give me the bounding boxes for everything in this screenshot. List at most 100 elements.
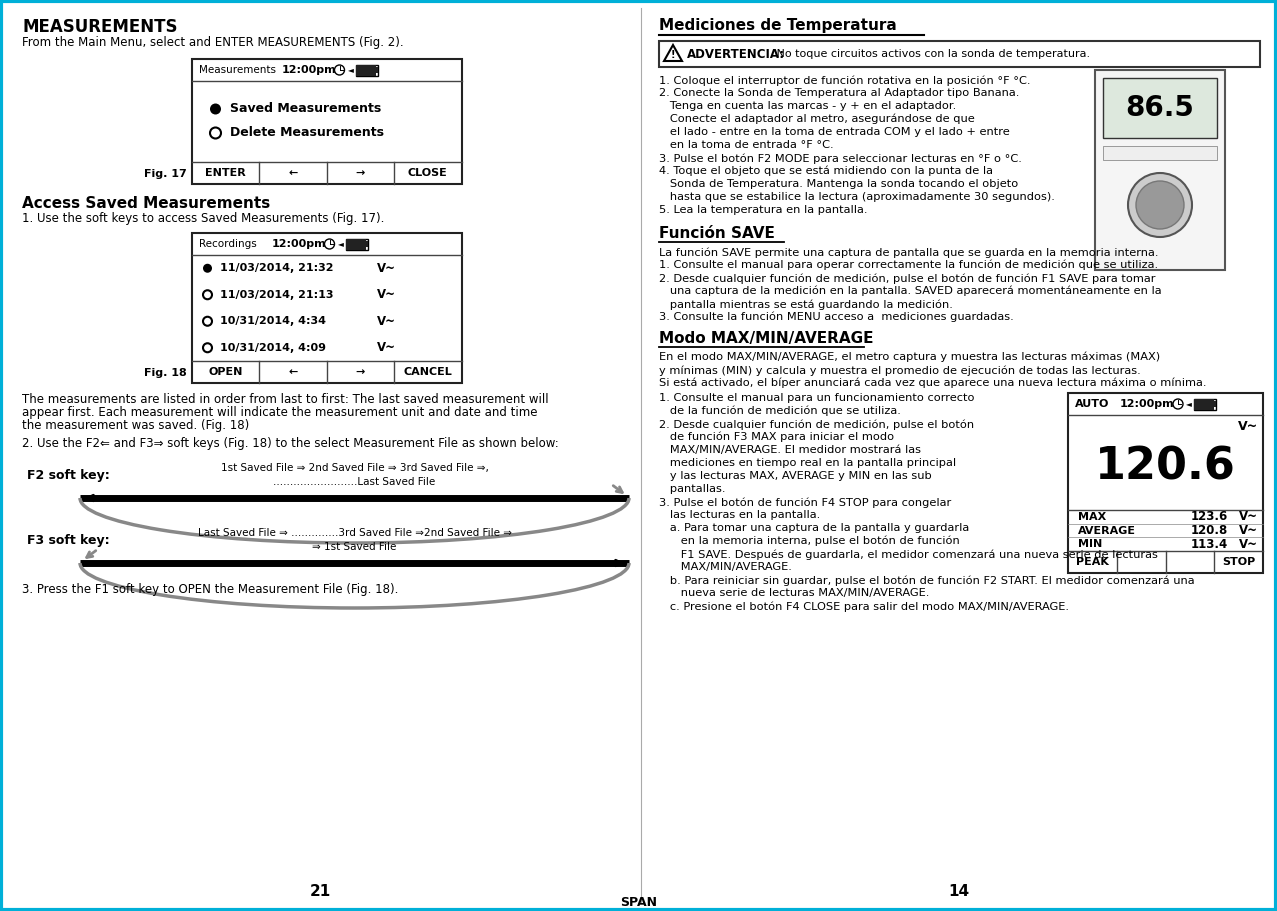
Text: 10/31/2014, 4:34: 10/31/2014, 4:34: [220, 316, 326, 326]
Text: .........................Last Saved File: .........................Last Saved File: [273, 477, 435, 487]
Bar: [1068, 393, 1263, 573]
Text: Saved Measurements: Saved Measurements: [230, 103, 381, 116]
Text: CANCEL: CANCEL: [404, 367, 452, 377]
Text: The measurements are listed in order from last to first: The last saved measurem: The measurements are listed in order fro…: [22, 393, 549, 406]
Text: pantallas.: pantallas.: [659, 484, 725, 494]
Text: en la memoria interna, pulse el botón de función: en la memoria interna, pulse el botón de…: [659, 536, 960, 547]
Text: F3 soft key:: F3 soft key:: [27, 534, 110, 547]
Text: 4. Toque el objeto que se está midiendo con la punta de la: 4. Toque el objeto que se está midiendo …: [659, 166, 994, 177]
Text: 11/03/2014, 21:32: 11/03/2014, 21:32: [220, 263, 333, 273]
Text: V~: V~: [377, 314, 396, 328]
Text: 3. Press the F1 soft key to OPEN the Measurement File (Fig. 18).: 3. Press the F1 soft key to OPEN the Mea…: [22, 583, 398, 596]
Text: c. Presione el botón F4 CLOSE para salir del modo MAX/MIN/AVERAGE.: c. Presione el botón F4 CLOSE para salir…: [659, 601, 1069, 611]
Text: Conecte el adaptador al metro, asegurándose de que: Conecte el adaptador al metro, aseguránd…: [659, 114, 974, 125]
Circle shape: [324, 239, 335, 249]
Text: en la toma de entrada °F °C.: en la toma de entrada °F °C.: [659, 140, 834, 150]
Bar: [1214, 401, 1216, 407]
Bar: [355, 65, 378, 76]
Text: →: →: [355, 168, 365, 178]
Bar: [1194, 398, 1214, 410]
Text: pantalla mientras se está guardando la medición.: pantalla mientras se está guardando la m…: [659, 299, 953, 310]
Text: MIN: MIN: [1078, 539, 1102, 549]
Text: Fig. 17: Fig. 17: [144, 169, 186, 179]
Text: de función F3 MAX para iniciar el modo: de función F3 MAX para iniciar el modo: [659, 432, 894, 443]
Text: No toque circuitos activos con la sonda de temperatura.: No toque circuitos activos con la sonda …: [773, 49, 1091, 59]
Text: ◄: ◄: [1186, 400, 1191, 408]
Text: Fig. 18: Fig. 18: [144, 368, 186, 378]
Text: !: !: [670, 50, 676, 60]
Circle shape: [209, 104, 221, 115]
Text: el lado - entre en la toma de entrada COM y el lado + entre: el lado - entre en la toma de entrada CO…: [659, 127, 1010, 137]
Text: 113.4: 113.4: [1190, 537, 1228, 550]
Text: 14: 14: [949, 884, 969, 898]
Text: 2. Use the F2⇐ and F3⇒ soft keys (Fig. 18) to the select Measurement File as sho: 2. Use the F2⇐ and F3⇒ soft keys (Fig. 1…: [22, 437, 559, 450]
Text: Delete Measurements: Delete Measurements: [230, 127, 383, 139]
Text: V~: V~: [377, 288, 396, 302]
Text: La función SAVE permite una captura de pantalla que se guarda en la memoria inte: La función SAVE permite una captura de p…: [659, 247, 1158, 258]
Text: ←: ←: [289, 168, 298, 178]
Text: 2. Desde cualquier función de medición, pulse el botón de función F1 SAVE para t: 2. Desde cualquier función de medición, …: [659, 273, 1156, 283]
Text: SPAN: SPAN: [621, 896, 656, 909]
Circle shape: [203, 264, 212, 272]
Text: From the Main Menu, select and ENTER MEASUREMENTS (Fig. 2).: From the Main Menu, select and ENTER MEA…: [22, 36, 404, 49]
Text: AUTO: AUTO: [1075, 399, 1110, 409]
Text: 11/03/2014, 21:13: 11/03/2014, 21:13: [220, 290, 333, 300]
Text: Measurements: Measurements: [198, 65, 276, 75]
Text: MAX/MIN/AVERAGE. El medidor mostrará las: MAX/MIN/AVERAGE. El medidor mostrará las: [659, 445, 921, 455]
Text: 5. Lea la temperatura en la pantalla.: 5. Lea la temperatura en la pantalla.: [659, 205, 867, 215]
Bar: [355, 65, 375, 76]
Bar: [346, 239, 365, 250]
Circle shape: [1128, 173, 1191, 237]
Bar: [1094, 70, 1225, 270]
Text: ◄: ◄: [337, 240, 344, 249]
Circle shape: [203, 343, 212, 353]
Text: Mediciones de Temperatura: Mediciones de Temperatura: [659, 18, 896, 33]
Bar: [365, 241, 368, 247]
Bar: [1194, 398, 1216, 410]
Text: V~: V~: [1239, 537, 1258, 550]
Text: hasta que se estabilice la lectura (aproximadamente 30 segundos).: hasta que se estabilice la lectura (apro…: [659, 192, 1055, 202]
Bar: [375, 67, 378, 73]
Text: 12:00pm: 12:00pm: [1120, 399, 1175, 409]
Text: 21: 21: [310, 884, 331, 898]
Text: V~: V~: [1237, 421, 1258, 434]
Text: 2. Desde cualquier función de medición, pulse el botón: 2. Desde cualquier función de medición, …: [659, 419, 974, 429]
Text: MAX: MAX: [1078, 512, 1106, 522]
Text: ENTER: ENTER: [204, 168, 245, 178]
Text: Si está activado, el bíper anunciará cada vez que aparece una nueva lectura máxi: Si está activado, el bíper anunciará cad…: [659, 378, 1207, 388]
Text: 1st Saved File ⇒ 2nd Saved File ⇒ 3rd Saved File ⇒,: 1st Saved File ⇒ 2nd Saved File ⇒ 3rd Sa…: [221, 463, 488, 473]
Text: F1 SAVE. Después de guardarla, el medidor comenzará una nueva serie de lecturas: F1 SAVE. Después de guardarla, el medido…: [659, 549, 1158, 559]
Text: ⇒ 1st Saved File: ⇒ 1st Saved File: [313, 542, 397, 552]
Circle shape: [203, 291, 212, 299]
Text: las lecturas en la pantalla.: las lecturas en la pantalla.: [659, 510, 820, 520]
Text: ←: ←: [289, 367, 298, 377]
Text: the measurement was saved. (Fig. 18): the measurement was saved. (Fig. 18): [22, 419, 249, 432]
Bar: [192, 233, 461, 383]
Text: de la función de medición que se utiliza.: de la función de medición que se utiliza…: [659, 406, 900, 416]
Text: 12:00pm: 12:00pm: [281, 65, 336, 75]
Text: MAX/MIN/AVERAGE.: MAX/MIN/AVERAGE.: [659, 562, 792, 572]
Bar: [346, 239, 368, 250]
Text: 1. Coloque el interruptor de función rotativa en la posición °F °C.: 1. Coloque el interruptor de función rot…: [659, 75, 1031, 86]
Text: 123.6: 123.6: [1190, 510, 1228, 523]
Circle shape: [335, 65, 345, 75]
Text: Recordings: Recordings: [198, 239, 257, 249]
Bar: [1103, 78, 1217, 138]
Text: y mínimas (MIN) y calcula y muestra el promedio de ejecución de todas las lectur: y mínimas (MIN) y calcula y muestra el p…: [659, 365, 1140, 375]
Text: Last Saved File ⇒ ..............3rd Saved File ⇒2nd Saved File ⇒: Last Saved File ⇒ ..............3rd Save…: [198, 528, 512, 538]
Text: 120.8: 120.8: [1190, 524, 1228, 537]
Text: F2 soft key:: F2 soft key:: [27, 469, 110, 482]
Text: 1. Consulte el manual para operar correctamente la función de medición que se ut: 1. Consulte el manual para operar correc…: [659, 260, 1158, 271]
Polygon shape: [664, 45, 682, 61]
Text: Tenga en cuenta las marcas - y + en el adaptador.: Tenga en cuenta las marcas - y + en el a…: [659, 101, 956, 111]
Text: 3. Consulte la función MENU acceso a  mediciones guardadas.: 3. Consulte la función MENU acceso a med…: [659, 312, 1014, 322]
Text: Función SAVE: Función SAVE: [659, 226, 775, 241]
Text: Modo MAX/MIN/AVERAGE: Modo MAX/MIN/AVERAGE: [659, 331, 873, 346]
Text: V~: V~: [377, 261, 396, 275]
Text: MEASUREMENTS: MEASUREMENTS: [22, 18, 178, 36]
Text: 1. Consulte el manual para un funcionamiento correcto: 1. Consulte el manual para un funcionami…: [659, 393, 974, 403]
Text: 3. Pulse el botón de función F4 STOP para congelar: 3. Pulse el botón de función F4 STOP par…: [659, 497, 951, 507]
Text: mediciones en tiempo real en la pantalla principal: mediciones en tiempo real en la pantalla…: [659, 458, 956, 468]
Text: 10/31/2014, 4:09: 10/31/2014, 4:09: [220, 343, 326, 353]
Text: appear first. Each measurement will indicate the measurement unit and date and t: appear first. Each measurement will indi…: [22, 406, 538, 419]
